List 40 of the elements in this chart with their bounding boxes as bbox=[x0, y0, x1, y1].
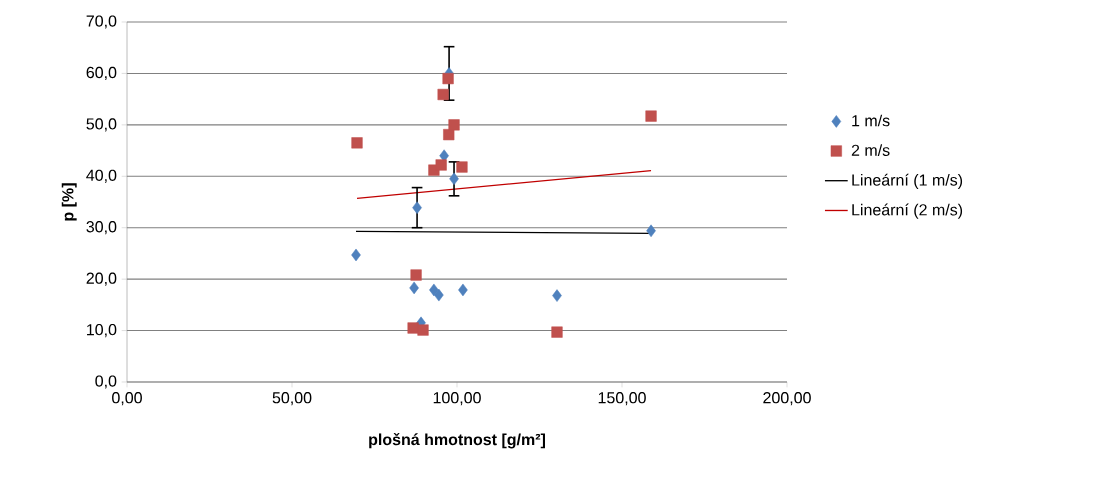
legend-label: 2 m/s bbox=[851, 144, 890, 156]
legend-label: 1 m/s bbox=[852, 114, 890, 127]
point bbox=[646, 224, 656, 238]
y-tick-label: 0,0 bbox=[95, 375, 117, 389]
point bbox=[434, 288, 444, 302]
point bbox=[552, 289, 562, 302]
y-tick-label: 10,0 bbox=[87, 323, 117, 338]
y-axis-title: p [%] bbox=[61, 183, 77, 221]
y-tick-label: 20,0 bbox=[86, 272, 117, 286]
point bbox=[458, 283, 468, 297]
point bbox=[351, 137, 363, 149]
point bbox=[448, 119, 460, 131]
point bbox=[429, 283, 439, 297]
point bbox=[407, 322, 419, 334]
point bbox=[410, 269, 422, 281]
x-tick-label: 200,00 bbox=[763, 392, 811, 406]
x-axis-title: plošná hmotnost [g/m²] bbox=[369, 433, 545, 449]
y-tick-label: 70,0 bbox=[86, 15, 117, 29]
point bbox=[437, 88, 449, 101]
x-tick-label: 50,00 bbox=[272, 392, 312, 406]
point bbox=[456, 161, 468, 173]
legend-label: Lineární (2 m/s) bbox=[852, 203, 963, 219]
y-tick-label: 30,0 bbox=[86, 221, 117, 235]
point bbox=[435, 159, 447, 171]
point bbox=[443, 129, 455, 141]
point bbox=[409, 281, 419, 295]
point bbox=[417, 324, 429, 336]
x-tick-label: 0,00 bbox=[112, 392, 142, 406]
x-tick-label: 150,00 bbox=[598, 392, 646, 406]
y-tick-label: 40,0 bbox=[86, 169, 117, 183]
point bbox=[442, 72, 454, 85]
point bbox=[551, 326, 563, 338]
point bbox=[645, 110, 657, 122]
point bbox=[412, 201, 422, 214]
y-tick-label: 50,0 bbox=[86, 118, 117, 132]
x-tick-label: 100,00 bbox=[433, 392, 481, 406]
legend-label: Lineární (1 m/s) bbox=[852, 173, 963, 189]
y-tick-label: 60,0 bbox=[86, 66, 117, 81]
point bbox=[449, 172, 459, 186]
point bbox=[351, 248, 361, 262]
